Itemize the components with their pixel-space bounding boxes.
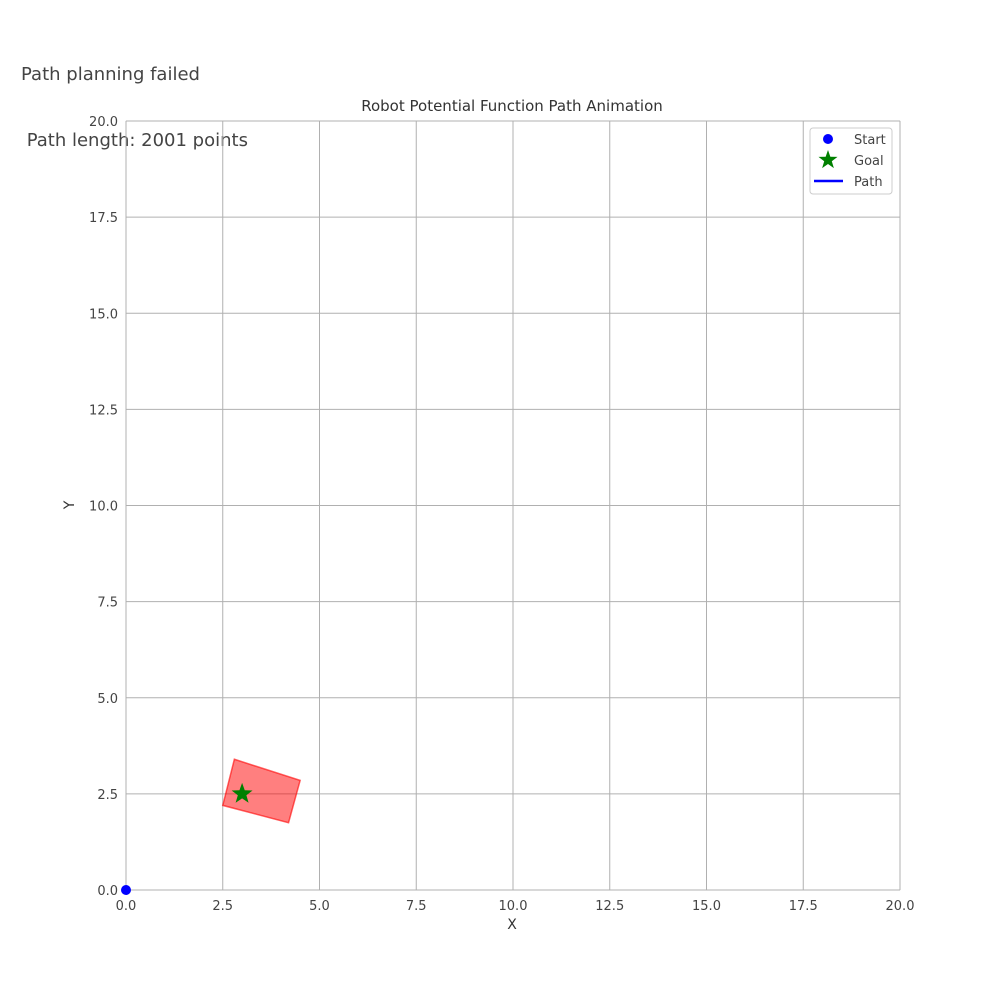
goal-point: [231, 782, 253, 803]
legend-goal-marker: [818, 150, 838, 169]
x-tick-label: 2.5: [212, 899, 233, 914]
y-tick-label: 12.5: [89, 403, 118, 418]
y-tick-label: 5.0: [97, 692, 118, 707]
y-tick-label: 10.0: [89, 500, 118, 515]
y-tick-label: 0.0: [97, 884, 118, 899]
y-tick-label: 17.5: [89, 211, 118, 226]
legend-start-marker: [823, 134, 833, 144]
grid: [125, 120, 901, 891]
y-tick-label: 2.5: [97, 788, 118, 803]
legend-label-goal: Goal: [854, 154, 884, 169]
x-tick-label: 10.0: [499, 899, 528, 914]
legend-label-path: Path: [854, 175, 883, 190]
x-tick-label: 15.0: [692, 899, 721, 914]
robot-body: [221, 758, 302, 824]
x-tick-label: 5.0: [309, 899, 330, 914]
legend: Start Goal Path: [809, 127, 893, 195]
status-line-1: Path planning failed: [21, 64, 200, 85]
x-tick-label: 17.5: [789, 899, 818, 914]
legend-box: [809, 127, 893, 195]
y-tick-label: 15.0: [89, 307, 118, 322]
legend-label-start: Start: [854, 133, 886, 148]
y-tick-label: 20.0: [89, 115, 118, 130]
y-axis-label: Y: [62, 500, 78, 510]
status-text: Path planning failed Path length: 2001 p…: [21, 20, 248, 174]
start-point: [121, 885, 131, 895]
y-tick-label: 7.5: [97, 596, 118, 611]
x-axis-label: X: [507, 917, 517, 933]
x-tick-label: 0.0: [116, 899, 137, 914]
x-tick-label: 7.5: [406, 899, 427, 914]
tick-labels: 0.0 2.5 5.0 7.5 10.0 12.5 15.0 17.5 20.0 0.0 2.5 5.…: [89, 115, 914, 914]
x-tick-label: 20.0: [886, 899, 915, 914]
x-tick-label: 12.5: [595, 899, 624, 914]
plot-marks: [121, 758, 302, 895]
status-line-2: Path length: 2001 points: [21, 130, 248, 151]
chart-title: Robot Potential Function Path Animation: [361, 97, 663, 115]
